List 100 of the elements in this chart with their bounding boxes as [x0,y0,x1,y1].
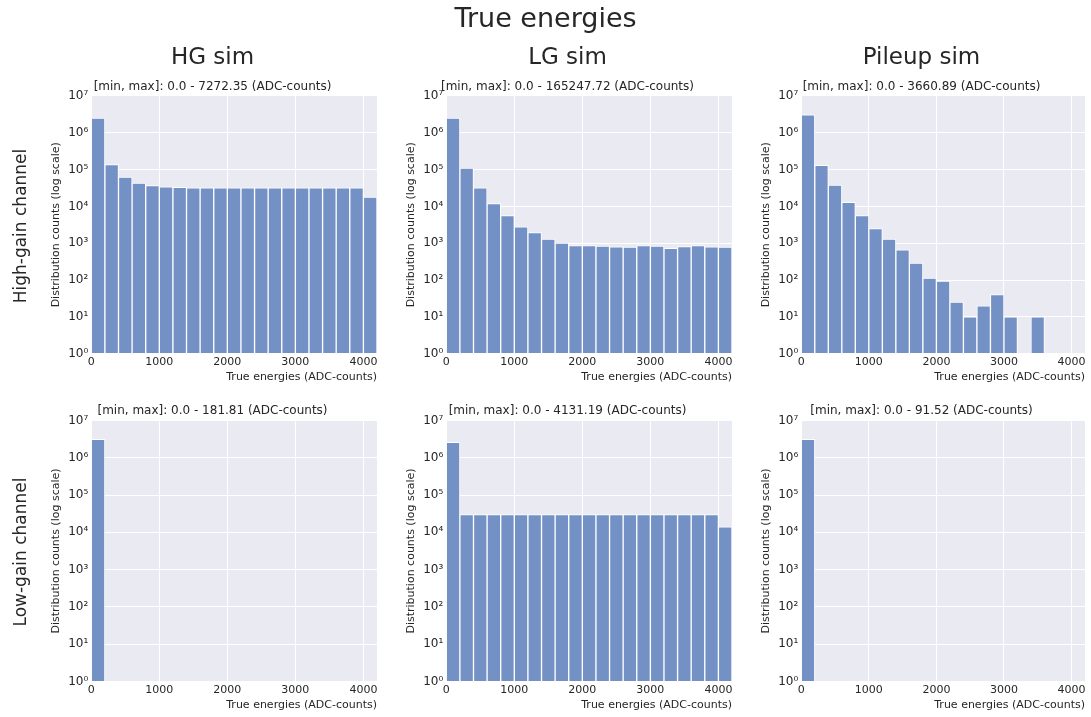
x-axis-title: True energies (ADC-counts) [225,370,377,384]
y-tick-label: 10² [68,599,89,614]
x-tick-label: 1000 [145,355,174,369]
x-tick-label: 1000 [500,355,529,369]
y-tick-label: 10⁶ [778,449,799,464]
y-tick-label: 10⁴ [423,524,444,539]
chart-subtitle: [min, max]: 0.0 - 91.52 (ADC-counts) [810,403,1033,418]
y-tick-label: 10⁶ [423,449,444,464]
x-tick-label: 2000 [568,683,597,697]
y-tick-label: 10⁴ [68,198,89,213]
y-tick-label: 10⁷ [778,412,799,427]
y-tick-label: 10⁰ [423,673,444,688]
y-tick-label: 10¹ [778,308,799,323]
chart-title: HG sim [170,42,255,69]
y-tick-label: 10⁴ [68,524,89,539]
y-tick-label: 10⁷ [778,88,799,103]
x-tick-label: 4000 [1057,683,1086,697]
x-tick-label: 3000 [989,355,1018,369]
y-tick-label: 10⁴ [778,524,799,539]
y-axis-title: Distribution counts (log scale) [49,468,63,634]
y-tick-label: 10⁰ [423,345,444,360]
y-tick-label: 10³ [68,235,89,250]
y-tick-label: 10⁶ [423,124,444,139]
y-tick-label: 10⁷ [423,412,444,427]
y-tick-label: 10¹ [68,308,89,323]
x-tick-label: 0 [442,355,450,369]
y-axis-title: Distribution counts (log scale) [759,142,773,308]
y-tick-label: 10⁴ [423,198,444,213]
text: True energies [453,2,638,33]
x-tick-label: 3000 [281,683,310,697]
y-tick-label: 10⁵ [68,161,89,176]
x-tick-label: 1000 [500,683,529,697]
y-tick-label: 10¹ [778,636,799,651]
y-tick-label: 10⁶ [68,124,89,139]
x-tick-label: 0 [797,355,805,369]
y-tick-label: 10² [68,272,89,287]
y-axis-title: Distribution counts (log scale) [404,142,418,308]
y-tick-label: 10³ [68,561,89,576]
x-tick-label: 1000 [854,355,883,369]
x-tick-label: 2000 [922,355,951,369]
y-tick-label: 10⁷ [68,412,89,427]
y-axis-title: Distribution counts (log scale) [404,468,418,634]
y-tick-label: 10³ [423,561,444,576]
y-tick-label: 10² [423,599,444,614]
x-tick-label: 3000 [281,355,310,369]
x-tick-label: 1000 [854,683,883,697]
x-axis-title: True energies (ADC-counts) [933,370,1085,384]
chart-subtitle: [min, max]: 0.0 - 181.81 (ADC-counts) [97,403,328,418]
text: High-gain channel [10,148,30,304]
y-tick-label: 10⁰ [778,345,799,360]
x-axis-title: True energies (ADC-counts) [225,698,377,712]
y-tick-label: 10² [778,599,799,614]
chart-subtitle: [min, max]: 0.0 - 7272.35 (ADC-counts) [93,78,332,93]
x-tick-label: 3000 [636,683,665,697]
x-tick-label: 2000 [922,683,951,697]
y-tick-label: 10⁰ [68,345,89,360]
x-tick-label: 0 [87,683,95,697]
y-tick-label: 10⁴ [778,198,799,213]
y-tick-label: 10³ [778,561,799,576]
x-tick-label: 4000 [704,683,733,697]
y-tick-label: 10⁶ [68,449,89,464]
x-tick-label: 4000 [349,683,378,697]
y-tick-label: 10⁰ [778,673,799,688]
y-tick-label: 10³ [778,235,799,250]
y-tick-label: 10⁶ [778,124,799,139]
y-tick-label: 10⁵ [778,161,799,176]
x-tick-label: 3000 [636,355,665,369]
y-tick-label: 10⁷ [68,88,89,103]
x-axis-title: True energies (ADC-counts) [933,698,1085,712]
chart-subtitle: [min, max]: 0.0 - 3660.89 (ADC-counts) [802,78,1041,93]
y-tick-label: 10¹ [423,636,444,651]
x-tick-label: 2000 [213,355,242,369]
y-axis-title: Distribution counts (log scale) [49,142,63,308]
x-tick-label: 2000 [213,683,242,697]
text: Low-gain channel [10,477,30,627]
x-tick-label: 0 [87,355,95,369]
y-tick-label: 10⁵ [423,487,444,502]
chart-title: Pileup sim [862,42,981,69]
y-tick-label: 10¹ [68,636,89,651]
y-tick-label: 10² [423,272,444,287]
x-axis-title: True energies (ADC-counts) [580,698,732,712]
y-tick-label: 10⁰ [68,673,89,688]
y-axis-title: Distribution counts (log scale) [759,468,773,634]
x-axis-title: True energies (ADC-counts) [580,370,732,384]
x-tick-label: 4000 [1057,355,1086,369]
x-tick-label: 4000 [704,355,733,369]
chart-subtitle: [min, max]: 0.0 - 4131.19 (ADC-counts) [448,403,687,418]
x-tick-label: 0 [797,683,805,697]
x-tick-label: 0 [442,683,450,697]
x-tick-label: 2000 [568,355,597,369]
y-tick-label: 10⁵ [778,487,799,502]
y-tick-label: 10⁵ [423,161,444,176]
x-tick-label: 4000 [349,355,378,369]
y-tick-label: 10¹ [423,308,444,323]
y-tick-label: 10³ [423,235,444,250]
chart-title: LG sim [528,42,607,69]
y-tick-label: 10² [778,272,799,287]
x-tick-label: 1000 [145,683,174,697]
y-tick-label: 10⁵ [68,487,89,502]
x-tick-label: 3000 [989,683,1018,697]
